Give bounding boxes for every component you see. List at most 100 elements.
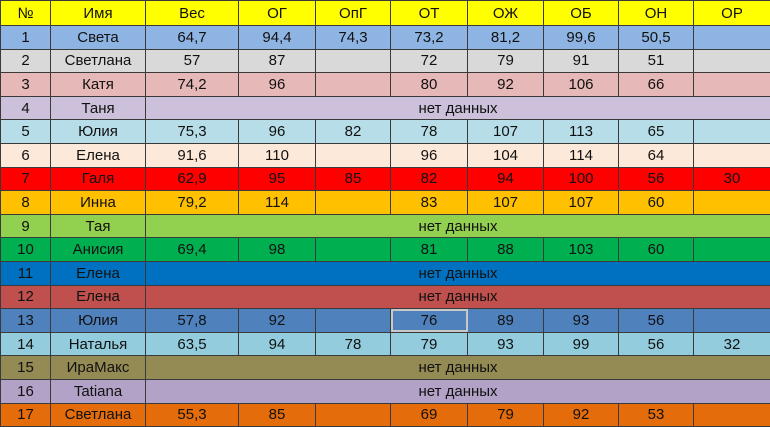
value-cell[interactable] xyxy=(315,48,391,74)
value-cell[interactable] xyxy=(315,402,391,428)
name-cell[interactable]: Анисия xyxy=(50,237,146,262)
no-data-cell[interactable]: нет данных xyxy=(145,260,770,286)
value-cell[interactable]: 60 xyxy=(618,190,694,215)
value-cell[interactable] xyxy=(693,308,770,333)
name-cell[interactable]: Юлия xyxy=(50,308,146,333)
name-cell[interactable]: Наталья xyxy=(50,331,146,357)
value-cell[interactable]: 96 xyxy=(390,142,468,168)
value-cell[interactable]: 72 xyxy=(390,48,468,74)
value-cell[interactable]: 64 xyxy=(618,142,694,168)
row-number-cell[interactable]: 17 xyxy=(0,402,51,428)
value-cell[interactable]: 107 xyxy=(467,190,544,215)
value-cell[interactable]: 94,4 xyxy=(238,25,316,50)
value-cell[interactable]: 92 xyxy=(467,72,544,97)
value-cell[interactable]: 78 xyxy=(390,119,468,144)
column-header[interactable]: Вес xyxy=(145,0,239,26)
row-number-cell[interactable]: 1 xyxy=(0,25,51,50)
value-cell[interactable]: 79,2 xyxy=(145,190,239,215)
value-cell[interactable]: 30 xyxy=(693,166,770,192)
value-cell[interactable]: 92 xyxy=(543,402,619,428)
row-number-cell[interactable]: 7 xyxy=(0,166,51,192)
value-cell[interactable]: 74,3 xyxy=(315,25,391,50)
column-header[interactable]: ОР xyxy=(693,0,770,26)
value-cell[interactable]: 94 xyxy=(467,166,544,192)
row-number-cell[interactable]: 3 xyxy=(0,72,51,97)
value-cell[interactable] xyxy=(693,190,770,215)
row-number-cell[interactable]: 10 xyxy=(0,237,51,262)
value-cell[interactable]: 64,7 xyxy=(145,25,239,50)
value-cell[interactable] xyxy=(693,72,770,97)
name-cell[interactable]: Елена xyxy=(50,284,146,310)
row-number-cell[interactable]: 13 xyxy=(0,308,51,333)
name-cell[interactable]: ИраМакс xyxy=(50,355,146,380)
value-cell[interactable]: 88 xyxy=(467,237,544,262)
value-cell[interactable]: 93 xyxy=(543,308,619,333)
value-cell[interactable]: 79 xyxy=(390,331,468,357)
value-cell[interactable]: 63,5 xyxy=(145,331,239,357)
value-cell[interactable]: 107 xyxy=(467,119,544,144)
row-number-cell[interactable]: 12 xyxy=(0,284,51,310)
row-number-cell[interactable]: 8 xyxy=(0,190,51,215)
value-cell[interactable]: 99,6 xyxy=(543,25,619,50)
value-cell[interactable]: 113 xyxy=(543,119,619,144)
value-cell[interactable]: 62,9 xyxy=(145,166,239,192)
value-cell[interactable]: 76 xyxy=(390,308,468,333)
value-cell[interactable]: 114 xyxy=(238,190,316,215)
value-cell[interactable] xyxy=(315,237,391,262)
value-cell[interactable]: 56 xyxy=(618,166,694,192)
value-cell[interactable]: 57 xyxy=(145,48,239,74)
value-cell[interactable]: 81,2 xyxy=(467,25,544,50)
value-cell[interactable]: 89 xyxy=(467,308,544,333)
value-cell[interactable]: 91,6 xyxy=(145,142,239,168)
column-header[interactable]: № xyxy=(0,0,51,26)
row-number-cell[interactable]: 4 xyxy=(0,95,51,121)
value-cell[interactable]: 110 xyxy=(238,142,316,168)
row-number-cell[interactable]: 11 xyxy=(0,260,51,286)
row-number-cell[interactable]: 14 xyxy=(0,331,51,357)
value-cell[interactable]: 78 xyxy=(315,331,391,357)
name-cell[interactable]: Света xyxy=(50,25,146,50)
value-cell[interactable]: 56 xyxy=(618,331,694,357)
value-cell[interactable]: 98 xyxy=(238,237,316,262)
name-cell[interactable]: Инна xyxy=(50,190,146,215)
value-cell[interactable]: 60 xyxy=(618,237,694,262)
value-cell[interactable]: 51 xyxy=(618,48,694,74)
name-cell[interactable]: Светлана xyxy=(50,48,146,74)
value-cell[interactable]: 87 xyxy=(238,48,316,74)
value-cell[interactable] xyxy=(315,72,391,97)
row-number-cell[interactable]: 5 xyxy=(0,119,51,144)
row-number-cell[interactable]: 9 xyxy=(0,213,51,239)
value-cell[interactable]: 96 xyxy=(238,72,316,97)
row-number-cell[interactable]: 16 xyxy=(0,378,51,404)
value-cell[interactable]: 95 xyxy=(238,166,316,192)
value-cell[interactable]: 96 xyxy=(238,119,316,144)
value-cell[interactable]: 85 xyxy=(315,166,391,192)
value-cell[interactable]: 82 xyxy=(315,119,391,144)
value-cell[interactable]: 69 xyxy=(390,402,468,428)
no-data-cell[interactable]: нет данных xyxy=(145,284,770,310)
name-cell[interactable]: Тая xyxy=(50,213,146,239)
value-cell[interactable]: 103 xyxy=(543,237,619,262)
column-header[interactable]: Имя xyxy=(50,0,146,26)
column-header[interactable]: ОТ xyxy=(390,0,468,26)
no-data-cell[interactable]: нет данных xyxy=(145,378,770,404)
name-cell[interactable]: Елена xyxy=(50,260,146,286)
name-cell[interactable]: Галя xyxy=(50,166,146,192)
value-cell[interactable]: 50,5 xyxy=(618,25,694,50)
value-cell[interactable]: 107 xyxy=(543,190,619,215)
row-number-cell[interactable]: 6 xyxy=(0,142,51,168)
value-cell[interactable] xyxy=(693,119,770,144)
value-cell[interactable]: 69,4 xyxy=(145,237,239,262)
name-cell[interactable]: Таня xyxy=(50,95,146,121)
value-cell[interactable]: 106 xyxy=(543,72,619,97)
value-cell[interactable] xyxy=(315,190,391,215)
value-cell[interactable]: 93 xyxy=(467,331,544,357)
value-cell[interactable] xyxy=(693,142,770,168)
no-data-cell[interactable]: нет данных xyxy=(145,355,770,380)
name-cell[interactable]: Tatiana xyxy=(50,378,146,404)
value-cell[interactable]: 94 xyxy=(238,331,316,357)
row-number-cell[interactable]: 2 xyxy=(0,48,51,74)
value-cell[interactable]: 83 xyxy=(390,190,468,215)
value-cell[interactable] xyxy=(315,308,391,333)
column-header[interactable]: ОпГ xyxy=(315,0,391,26)
